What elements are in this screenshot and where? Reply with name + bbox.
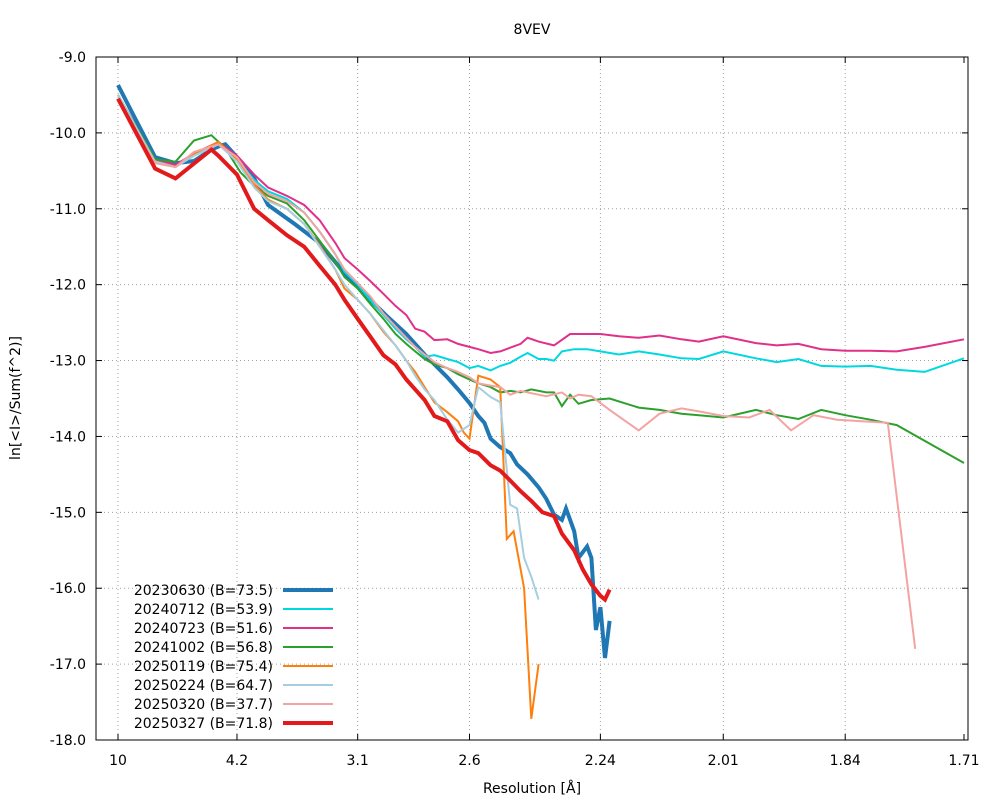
legend-label: 20241002 (B=56.8) bbox=[134, 640, 273, 656]
x-axis-title: Resolution [Å] bbox=[483, 780, 581, 797]
x-tick-label: 2.6 bbox=[458, 753, 480, 769]
legend-label: 20240723 (B=51.6) bbox=[134, 621, 273, 637]
legend-label: 20250327 (B=71.8) bbox=[134, 716, 273, 732]
y-tick-label: -10.0 bbox=[50, 126, 86, 142]
legend-label: 20240712 (B=53.9) bbox=[134, 602, 273, 618]
x-tick-label: 1.71 bbox=[948, 753, 979, 769]
legend-label: 20250224 (B=64.7) bbox=[134, 678, 273, 694]
y-tick-label: -18.0 bbox=[50, 733, 86, 749]
y-tick-label: -9.0 bbox=[59, 50, 86, 66]
x-tick-label: 2.24 bbox=[585, 753, 616, 769]
x-tick-label: 1.84 bbox=[830, 753, 861, 769]
y-tick-label: -13.0 bbox=[50, 354, 86, 370]
x-tick-label: 10 bbox=[109, 753, 127, 769]
legend-label: 20250119 (B=75.4) bbox=[134, 659, 273, 675]
y-axis-title: ln[<I>/Sum(f^2)] bbox=[8, 336, 24, 460]
x-tick-label: 3.1 bbox=[347, 753, 369, 769]
x-tick-label: 2.01 bbox=[708, 753, 739, 769]
x-tick-label: 4.2 bbox=[226, 753, 248, 769]
legend-label: 20250320 (B=37.7) bbox=[134, 697, 273, 713]
legend-label: 20230630 (B=73.5) bbox=[134, 583, 273, 599]
y-tick-label: -12.0 bbox=[50, 278, 86, 294]
y-tick-label: -16.0 bbox=[50, 581, 86, 597]
y-tick-label: -11.0 bbox=[50, 202, 86, 218]
y-tick-label: -15.0 bbox=[50, 505, 86, 521]
chart-title: 8VEV bbox=[514, 22, 551, 38]
y-tick-label: -14.0 bbox=[50, 429, 86, 445]
y-tick-label: -17.0 bbox=[50, 657, 86, 673]
